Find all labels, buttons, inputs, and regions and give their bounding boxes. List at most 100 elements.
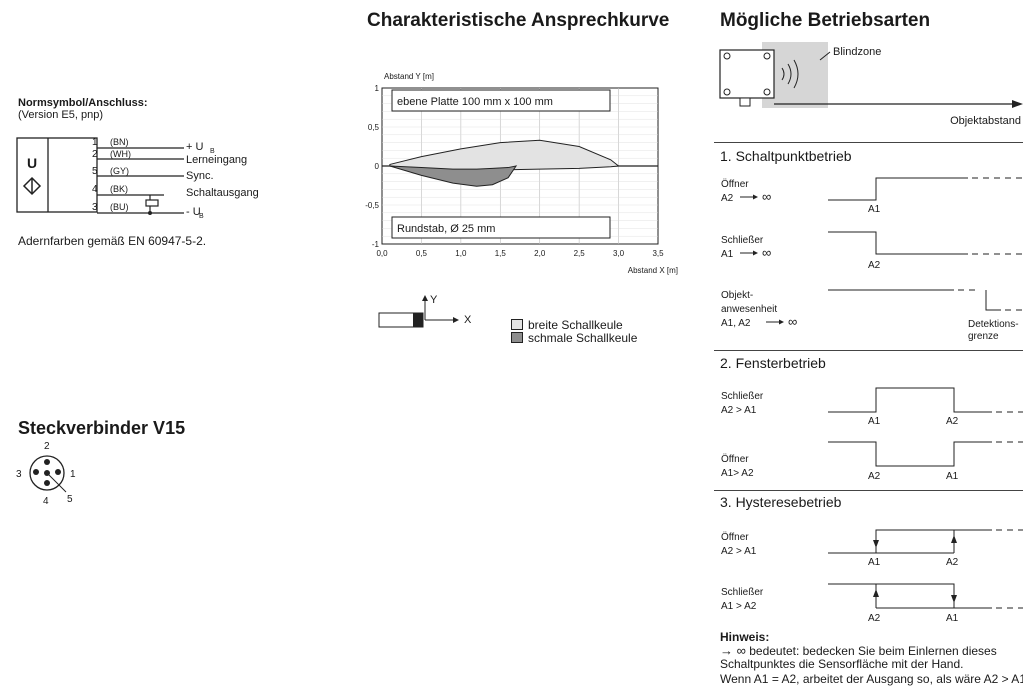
label-box-top [391, 89, 611, 112]
svg-text:A1> A2: A1> A2 [721, 468, 754, 479]
legend: breite Schallkeule schmale Schallkeule [511, 317, 638, 345]
svg-text:A2 > A1: A2 > A1 [721, 405, 757, 416]
pin-row-1: 1 (BN) + U B [92, 137, 215, 155]
legend-item-wide: breite Schallkeule [511, 317, 637, 332]
svg-text:A2 > A1: A2 > A1 [721, 546, 757, 557]
y-tick-label: 0,5 [368, 123, 380, 132]
svg-text:anwesenheit: anwesenheit [721, 304, 777, 315]
divider-2 [714, 350, 1023, 351]
x-tick-label: 1,0 [455, 249, 467, 258]
section-3-diagram: Öffner A2 > A1 A1 A2 Schließer A1 > A2 A… [721, 529, 1023, 624]
pin-4: 4 [43, 496, 49, 507]
svg-text:3: 3 [92, 202, 98, 213]
svg-text:A2: A2 [868, 260, 881, 271]
svg-text:∞: ∞ [788, 314, 797, 329]
svg-text:A1 > A2: A1 > A2 [721, 601, 757, 612]
pin-row-4: 4 (BK) Schaltausgang [92, 184, 259, 199]
x-tick-label: 3,0 [613, 249, 625, 258]
section-2-title: 2. Fensterbetrieb [720, 355, 826, 371]
svg-text:A2: A2 [946, 416, 959, 427]
narrow-lobe-area [389, 165, 518, 187]
svg-text:Schließer: Schließer [721, 587, 764, 598]
svg-text:Öffner: Öffner [721, 453, 749, 465]
svg-text:(BK): (BK) [110, 184, 128, 194]
pin-1: 1 [70, 469, 76, 480]
x-tick-label: 0,5 [416, 249, 428, 258]
response-chart: Abstand Y [m] ebene Platte 100 mm x 100 … [365, 72, 678, 275]
svg-text:(GY): (GY) [110, 166, 129, 176]
svg-text:Sync.: Sync. [186, 170, 214, 182]
objektabstand-label: Objektabstand [950, 115, 1021, 127]
pin-3: 3 [16, 469, 22, 480]
svg-text:B: B [199, 213, 204, 220]
x-tick-label: 0,0 [376, 249, 388, 258]
wiring-version: (Version E5, pnp) [18, 109, 103, 121]
blindzone-label: Blindzone [833, 46, 881, 58]
svg-text:Öffner: Öffner [721, 178, 749, 190]
svg-text:∞: ∞ [762, 245, 771, 260]
svg-text:1: 1 [92, 137, 98, 148]
modes-title: Mögliche Betriebsarten [720, 10, 931, 31]
infinity-arrow-icon: → ∞ [720, 643, 746, 658]
blindzone-diagram: Blindzone Objektabstand [719, 42, 1023, 127]
symbol-letter: U [27, 155, 37, 171]
svg-text:Lerneingang: Lerneingang [186, 154, 247, 166]
hinweis-title: Hinweis: [720, 630, 770, 644]
infinity-arrow-icon: ∞ [740, 189, 771, 204]
box-top-text: ebene Platte 100 mm x 100 mm [397, 96, 553, 108]
svg-text:(WH): (WH) [110, 149, 131, 159]
svg-text:∞: ∞ [762, 189, 771, 204]
diamond-icon [22, 176, 42, 196]
y-tick-label: 1 [375, 84, 380, 93]
pin-5: 5 [67, 494, 73, 505]
divider-1 [714, 142, 1023, 143]
svg-text:Öffner: Öffner [721, 531, 749, 543]
x-tick-label: 2,0 [534, 249, 546, 258]
x-axis-label: Abstand X [m] [628, 266, 678, 275]
pin-row-5: 3 (BU) - UB [92, 202, 204, 220]
wiring-note: Adernfarben gemäß EN 60947-5-2. [18, 234, 207, 248]
svg-text:A2: A2 [721, 193, 734, 204]
svg-text:A1: A1 [868, 557, 881, 568]
axis-y-marker: Y [430, 294, 438, 306]
infinity-arrow-icon: ∞ [740, 245, 771, 260]
connector-diagram: 2 3 1 5 4 [16, 441, 76, 507]
svg-text:- U: - U [186, 206, 201, 218]
svg-text:A1: A1 [868, 416, 881, 427]
svg-text:A1, A2: A1, A2 [721, 318, 751, 329]
svg-text:(BU): (BU) [110, 202, 129, 212]
svg-text:A1: A1 [868, 204, 881, 215]
hinweis-line-1: → ∞ bedeutet: bedecken Sie beim Einlerne… [720, 643, 997, 658]
svg-text:A2: A2 [868, 471, 881, 482]
svg-text:A2: A2 [946, 557, 959, 568]
y-tick-label: -0,5 [365, 201, 379, 210]
legend-label-narrow: schmale Schallkeule [528, 330, 638, 345]
legend-swatch-wide [511, 319, 523, 330]
svg-text:(BN): (BN) [110, 137, 129, 147]
legend-swatch-narrow [511, 332, 523, 343]
svg-text:5: 5 [92, 166, 98, 177]
label-box-bottom [391, 216, 611, 239]
connector-title: Steckverbinder V15 [18, 418, 186, 438]
box-bottom-text: Rundstab, Ø 25 mm [397, 223, 495, 235]
legend-item-narrow: schmale Schallkeule [511, 330, 638, 345]
legend-label-wide: breite Schallkeule [528, 317, 623, 332]
svg-text:4: 4 [92, 184, 98, 195]
axis-x-marker: X [464, 314, 472, 326]
section-1-diagram: Öffner A2 Schließer A1 Objekt- anwesenhe… [721, 177, 1023, 342]
y-tick-label: 0 [375, 162, 380, 171]
sensor-axes-diagram: X Y [378, 294, 472, 328]
wiring-title: Normsymbol/Anschluss: [18, 97, 148, 109]
svg-text:Schließer: Schließer [721, 391, 764, 402]
svg-text:grenze: grenze [968, 331, 999, 342]
section-3-title: 3. Hysteresebetrieb [720, 494, 842, 510]
svg-text:A1: A1 [946, 471, 959, 482]
svg-text:+ U: + U [186, 141, 203, 153]
svg-text:Schließer: Schließer [721, 235, 764, 246]
infinity-arrow-icon: ∞ [766, 314, 797, 329]
x-tick-label: 1,5 [495, 249, 507, 258]
svg-text:Schaltausgang: Schaltausgang [186, 187, 259, 199]
section-1-title: 1. Schaltpunktbetrieb [720, 148, 852, 164]
svg-text:A1: A1 [721, 249, 734, 260]
